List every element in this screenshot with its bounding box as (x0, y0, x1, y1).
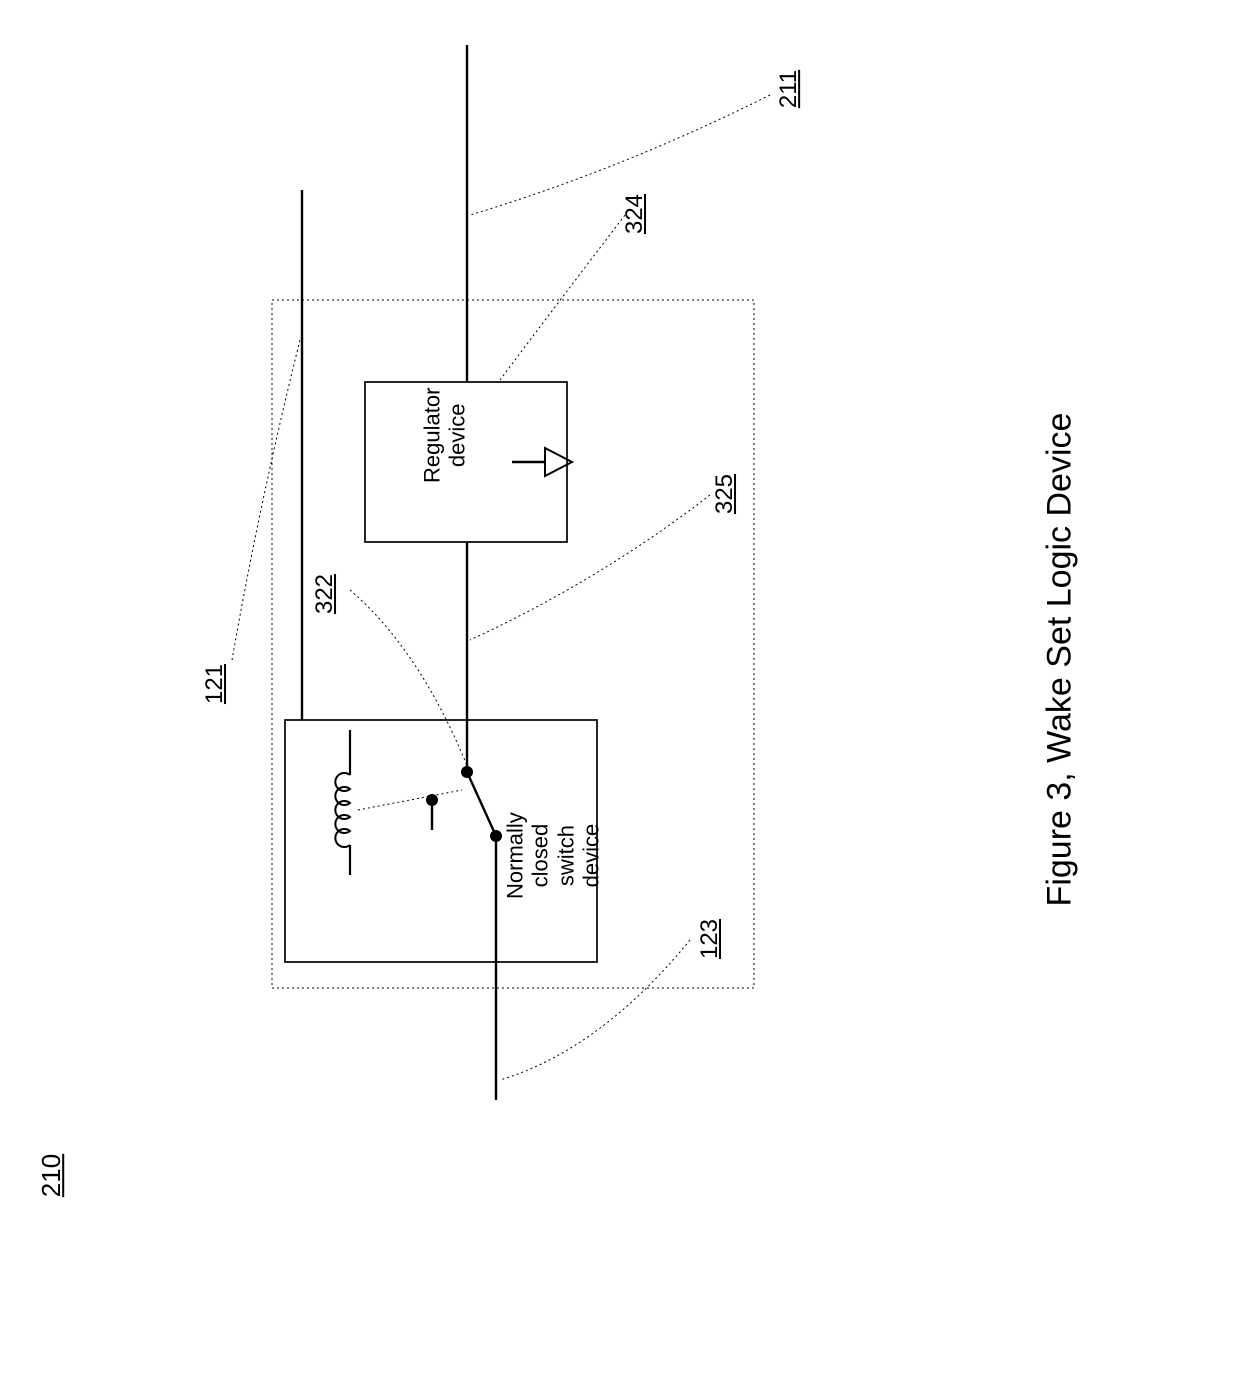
switch-label: Normally closed switch device (502, 766, 603, 946)
leader-121 (232, 340, 300, 660)
ref-325: 325 (711, 474, 739, 514)
ref-123: 123 (696, 919, 724, 959)
ref-322: 322 (311, 574, 339, 614)
ref-324: 324 (621, 194, 649, 234)
ref-121: 121 (201, 664, 229, 704)
leader-324 (500, 215, 625, 380)
ref-211: 211 (775, 70, 803, 108)
ref-210: 210 (36, 1154, 67, 1197)
leader-211 (470, 95, 770, 215)
regulator-label: Regulator device (420, 365, 471, 505)
diagram-canvas: Figure 3, Wake Set Logic Device 210 121 … (0, 0, 1240, 1390)
figure-title: Figure 3, Wake Set Logic Device (1041, 360, 1080, 960)
